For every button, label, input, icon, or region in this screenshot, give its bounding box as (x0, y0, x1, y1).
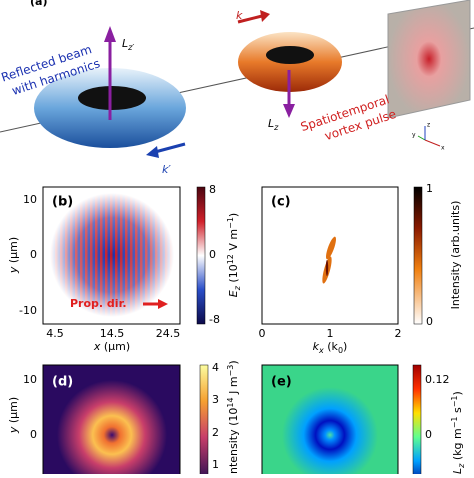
colorbar (196, 186, 206, 325)
colorbar-tick-label: 0 (425, 428, 432, 441)
colorbar-label: Intensity (arb.units) (449, 201, 462, 310)
x-tick-label: 1 (327, 327, 334, 340)
x-axis-label: kx (k0) (313, 340, 348, 355)
panel-c: (c) 0 1 2 kx (k0) 1 0 Intensity (arb.uni… (259, 182, 463, 355)
colorbar-label: ntensity (1014 J m−3) (226, 360, 241, 474)
colorbar-tick-label: 2 (212, 426, 219, 439)
y-axis-label: y (μm) (7, 397, 20, 434)
vortex-text: Spatiotemporal vortex pulse (299, 92, 398, 143)
panel-label: (c) (271, 195, 291, 210)
ez-field (43, 187, 180, 324)
panel-label: (e) (271, 375, 292, 390)
colorbar-tick-label: 0 (426, 315, 433, 328)
colorbar-tick-label: -8 (209, 313, 220, 326)
k-prime-label: k′ (162, 163, 171, 176)
y-tick-label: -10 (19, 304, 37, 317)
y-tick-label: 10 (23, 193, 37, 206)
x-axis-label: x (μm) (93, 340, 130, 353)
panel-a: (a) Lz′ k Lz k′ Reflected beam with harm… (0, 0, 474, 176)
torus-hole (78, 86, 146, 110)
colorbar-tick-label: 8 (209, 183, 216, 196)
y-tick-label: 0 (30, 428, 37, 441)
y-axis-label: y (μm) (7, 237, 20, 274)
colorbar-tick-label: 3 (212, 393, 219, 406)
plot-frame (42, 186, 181, 325)
x-tick-label: 2 (395, 327, 402, 340)
triad-label: x (441, 145, 445, 152)
axis-triad: x y z (412, 122, 445, 152)
triad-y (417, 135, 426, 141)
x-tick-label: 14.5 (100, 327, 125, 340)
y-tick-label: 0 (30, 248, 37, 261)
panel-b: (b) 10 0 -10 y (μm) 4.5 14.5 24.5 x (μm)… (7, 183, 242, 353)
colorbar-tick-label: 4 (212, 361, 219, 374)
colorbar-tick-label: 1 (426, 182, 433, 195)
k-prime-arrow (154, 142, 186, 154)
triad-label: z (427, 122, 430, 129)
arrow-head (283, 104, 295, 118)
torus-hole (266, 46, 314, 64)
colorbar-label: Lz (kg m−1 s−1) (450, 391, 466, 474)
annotation: Prop. dir. (70, 297, 127, 310)
screen (387, 0, 471, 119)
panel-label: (b) (52, 195, 73, 210)
x-tick-label: 0 (259, 327, 266, 340)
colorbar-tick-label: 0 (209, 248, 216, 261)
k-arrow (237, 14, 263, 24)
spectrum-core (325, 260, 329, 276)
colorbar-label: Ez (1012 V m−1) (226, 213, 242, 297)
k-label: k (236, 9, 243, 22)
x-tick-label: 24.5 (156, 327, 181, 340)
plot-frame (261, 364, 399, 478)
panel-d: (d) 10 0 y (μm) 4 3 2 1 ntensity (1014 J… (7, 360, 241, 478)
intensity-ring (57, 380, 167, 478)
colorbar (412, 364, 422, 478)
arrow-head (104, 26, 116, 42)
panel-e: (e) 0.12 0 Lz (kg m−1 s−1) (261, 364, 466, 478)
lz-prime-label: Lz′ (122, 37, 134, 52)
lz-label: Lz (268, 117, 279, 132)
x-tick-label: 4.5 (46, 327, 64, 340)
colorbar (413, 186, 423, 325)
plot-frame (42, 364, 181, 478)
triad-x (424, 139, 441, 147)
spectrum-lobe (326, 236, 336, 260)
lz-ring (282, 387, 378, 478)
panel-label: (a) (30, 0, 47, 8)
arrow-head (146, 146, 159, 158)
colorbar-tick-label: 0.12 (425, 373, 450, 386)
panel-label: (d) (52, 375, 73, 390)
arrow-head (260, 10, 270, 22)
triad-label: y (412, 132, 416, 139)
colorbar-tick-label: 1 (212, 458, 219, 471)
arrow-head (158, 299, 168, 309)
colorbar (199, 364, 209, 478)
y-tick-label: 10 (23, 373, 37, 386)
